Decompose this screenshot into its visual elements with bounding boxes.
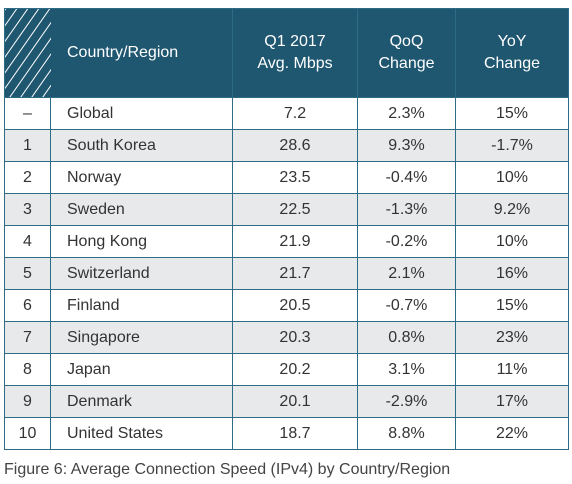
caption: Figure 6: Average Connection Speed (IPv4… [4, 461, 451, 478]
cell: 17% [455, 385, 569, 418]
cell: -2.9% [357, 385, 456, 418]
cell: Singapore [50, 321, 233, 354]
table-row: – Global 7.2 2.3% 15% [4, 97, 569, 130]
table-row: 10 United States 18.7 8.8% 22% [4, 417, 569, 450]
cell: -0.4% [357, 161, 456, 194]
cell: United States [50, 417, 233, 450]
cell: 2 [4, 161, 51, 194]
header-cell: YoY Change [455, 8, 569, 98]
cell: Hong Kong [50, 225, 233, 258]
cell: 20.2 [232, 353, 358, 386]
cell: -1.7% [455, 129, 569, 162]
cell: 22.5 [232, 193, 358, 226]
cell: Switzerland [50, 257, 233, 290]
cell: 0.8% [357, 321, 456, 354]
cell: -0.7% [357, 289, 456, 322]
cell: 2.3% [357, 97, 456, 130]
table-row: 4 Hong Kong 21.9 -0.2% 10% [4, 225, 569, 258]
header-text: Country/Region [67, 44, 179, 61]
table-row: 1 South Korea 28.6 9.3% -1.7% [4, 129, 569, 162]
cell: 18.7 [232, 417, 358, 450]
cell: -1.3% [357, 193, 456, 226]
cell: 5 [4, 257, 51, 290]
cell: 6 [4, 289, 51, 322]
cell: 7 [4, 321, 51, 354]
cell: 9 [4, 385, 51, 418]
cell: South Korea [50, 129, 233, 162]
header-text: YoY [497, 33, 527, 50]
cell: 15% [455, 289, 569, 322]
hatch [5, 9, 51, 97]
table-row: 9 Denmark 20.1 -2.9% 17% [4, 385, 569, 418]
cell: 7.2 [232, 97, 358, 130]
cell: 21.9 [232, 225, 358, 258]
cell: 8.8% [357, 417, 456, 450]
cell: 28.6 [232, 129, 358, 162]
cell: Denmark [50, 385, 233, 418]
header-cell: Country/Region [50, 8, 233, 98]
cell: 11% [455, 353, 569, 386]
cell: 16% [455, 257, 569, 290]
cell: 10% [455, 161, 569, 194]
table-row: 8 Japan 20.2 3.1% 11% [4, 353, 569, 386]
table-row: 3 Sweden 22.5 -1.3% 9.2% [4, 193, 569, 226]
cell: 9.3% [357, 129, 456, 162]
cell: 1 [4, 129, 51, 162]
cell: 10% [455, 225, 569, 258]
header-row: Country/Region Q1 2017 Avg. Mbps QoQ Change Y… [4, 8, 569, 98]
header-text: Change [378, 55, 435, 72]
header-text: Change [483, 55, 541, 72]
cell: – [4, 97, 51, 130]
header-cell: QoQ Change [357, 8, 456, 98]
cell: 3 [4, 193, 51, 226]
table-row: 7 Singapore 20.3 0.8% 23% [4, 321, 569, 354]
cell: 9.2% [455, 193, 569, 226]
header-cell: Q1 2017 Avg. Mbps [232, 8, 358, 98]
cell: 22% [455, 417, 569, 450]
header-text: QoQ [389, 33, 424, 50]
table-row: 5 Switzerland 21.7 2.1% 16% [4, 257, 569, 290]
cell: 21.7 [232, 257, 358, 290]
cell: Japan [50, 353, 233, 386]
cell: 20.1 [232, 385, 358, 418]
hatch-cell [4, 8, 51, 98]
cell: 3.1% [357, 353, 456, 386]
cell: 2.1% [357, 257, 456, 290]
cell: 15% [455, 97, 569, 130]
cell: 23% [455, 321, 569, 354]
table-row: 2 Norway 23.5 -0.4% 10% [4, 161, 569, 194]
header-text: Q1 2017 [264, 33, 326, 50]
cell: -0.2% [357, 225, 456, 258]
table-row: 6 Finland 20.5 -0.7% 15% [4, 289, 569, 322]
cell: 10 [4, 417, 51, 450]
cell: Finland [50, 289, 233, 322]
cell: 4 [4, 225, 51, 258]
cell: Global [50, 97, 233, 130]
cell: Norway [50, 161, 233, 194]
data-table: Country/Region Q1 2017 Avg. Mbps QoQ Change Y… [4, 8, 569, 450]
cell: 20.5 [232, 289, 358, 322]
header-text: Avg. Mbps [257, 55, 333, 72]
cell: Sweden [50, 193, 233, 226]
cell: 20.3 [232, 321, 358, 354]
cell: 8 [4, 353, 51, 386]
cell: 23.5 [232, 161, 358, 194]
